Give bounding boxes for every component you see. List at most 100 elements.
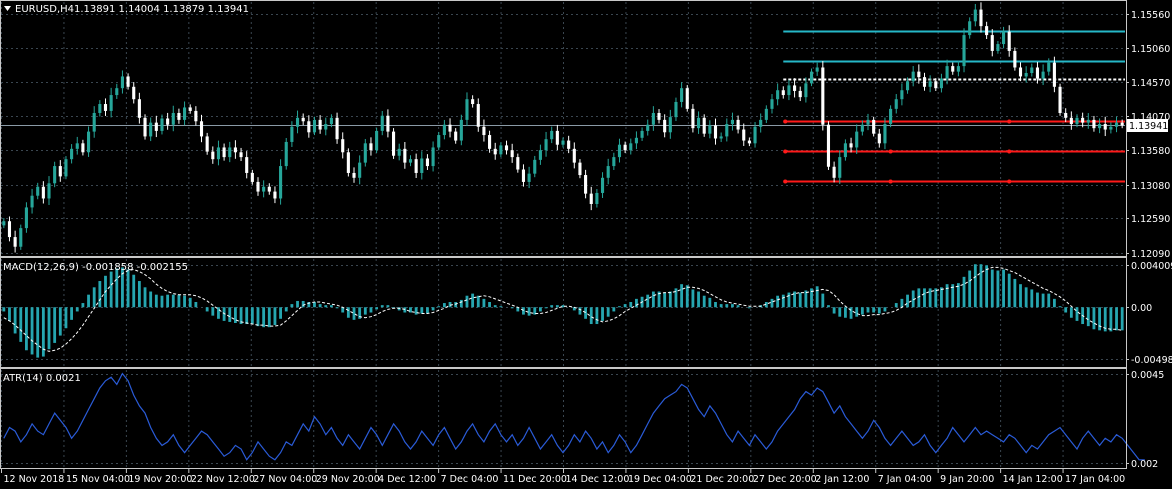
macd-tick-label: -0.00498 (1131, 355, 1172, 366)
price-tick-label: 1.13080 (1131, 181, 1170, 192)
candle-bear (1007, 31, 1011, 51)
candle-bull (324, 124, 328, 130)
candle-bull (171, 112, 175, 125)
price-grid (1, 2, 1125, 255)
level-anchor-dot[interactable] (888, 179, 893, 184)
candle-bull (216, 147, 221, 160)
candle-bear (922, 77, 927, 87)
candle-bull (295, 117, 300, 127)
level-anchor-dot[interactable] (783, 149, 788, 154)
candle-bull (1047, 62, 1051, 72)
candle-bear (951, 66, 955, 72)
candle-bear (7, 221, 12, 238)
candle-bear (798, 90, 802, 98)
macd-title: MACD(12,26,9) -0.001858 -0.002155 (3, 262, 188, 273)
candle-bull (809, 71, 814, 84)
candle-bear (691, 108, 695, 129)
candle-bull (617, 144, 622, 158)
candle-bear (990, 35, 994, 51)
time-tick-label: 9 Jan 20:00 (940, 474, 994, 485)
candle-bull (889, 108, 893, 125)
candle-bear (132, 86, 136, 100)
candle-bear (58, 166, 62, 177)
candle-bear (369, 143, 373, 151)
candle-bear (352, 172, 356, 178)
candle-bull (843, 143, 847, 158)
candle-bear (657, 112, 661, 120)
candle-bull (358, 162, 362, 178)
candle-bull (228, 147, 232, 158)
candle-bear (81, 143, 85, 153)
macd-grid (1, 259, 1125, 366)
candle-bull (262, 186, 266, 192)
candle-bull (284, 141, 288, 167)
candle-bear (476, 104, 480, 127)
level-anchor-dot[interactable] (783, 119, 788, 124)
candle-bear (454, 131, 458, 141)
candle-bull (92, 112, 96, 132)
candle-bull (945, 66, 949, 79)
time-tick-label: 11 Dec 20:00 (503, 474, 567, 485)
time-tick-label: 7 Dec 04:00 (441, 474, 499, 485)
candle-bull (98, 104, 102, 113)
candle-bull (1086, 119, 1090, 123)
candle-bull (668, 117, 672, 133)
candle-bear (1013, 50, 1017, 68)
candle-bear (1069, 117, 1073, 125)
candle-bull (612, 157, 616, 167)
time-tick-label: 7 Jan 04:00 (878, 474, 932, 485)
level-anchor-dot[interactable] (1007, 149, 1012, 154)
candle-bull (465, 99, 469, 120)
triangle-down-icon[interactable] (4, 6, 11, 11)
candle-bear (821, 67, 825, 125)
candle-bull (1002, 31, 1006, 45)
candle-bull (380, 115, 384, 131)
candle-bear (166, 118, 170, 125)
candle-bear (233, 147, 237, 153)
candle-bull (442, 124, 446, 136)
candle-bear (849, 143, 853, 148)
candle-bull (120, 76, 124, 89)
candle-bear (425, 158, 429, 167)
candle-bull (53, 166, 57, 184)
candle-bear (781, 90, 785, 96)
time-tick-label: 2 Jan 12:00 (815, 474, 869, 485)
candle-bull (2, 221, 6, 226)
chart-header: EURUSD,H4 1.13891 1.14004 1.13879 1.1394… (4, 4, 249, 15)
candle-bear (736, 119, 740, 130)
candle-bear (103, 104, 108, 111)
level-anchor-dot[interactable] (1007, 119, 1012, 124)
price-axis[interactable]: 1.15560 1.15060 1.14570 1.14070 1.13580 1.130… (1126, 10, 1170, 260)
candle-bull (561, 140, 565, 145)
candle-bear (742, 129, 746, 141)
time-tick-label: 29 Nov 20:00 (316, 474, 380, 485)
candle-bear (318, 119, 322, 130)
atr-axis[interactable]: 0.0045 0.002 (1126, 370, 1164, 470)
candle-bull (674, 101, 678, 118)
candle-bear (493, 148, 497, 155)
candle-bull (183, 107, 187, 120)
candle-bull (646, 124, 650, 131)
time-tick-label: 27 Nov 04:00 (253, 474, 317, 485)
macd-axis[interactable]: 0.004009 0.00 -0.00498 (1126, 261, 1172, 366)
candle-bear (747, 140, 751, 144)
panel-frames (0, 0, 1127, 469)
candle-bear (482, 126, 486, 136)
time-tick-label: 14 Dec 12:00 (566, 474, 630, 485)
candle-bull (109, 95, 113, 111)
level-anchor-dot[interactable] (1007, 179, 1012, 184)
price-tick-label: 1.14070 (1131, 112, 1170, 123)
atr-line (3, 372, 1145, 461)
level-anchor-dot[interactable] (888, 149, 893, 154)
level-anchor-dot[interactable] (783, 179, 788, 184)
time-tick-label: 15 Nov 04:00 (66, 474, 130, 485)
candle-bull (708, 125, 712, 134)
candle-bear (391, 131, 396, 156)
candle-bear (584, 175, 588, 194)
candle-bull (894, 99, 898, 109)
candle-bear (13, 237, 17, 247)
time-tick-label: 22 Nov 12:00 (191, 474, 255, 485)
